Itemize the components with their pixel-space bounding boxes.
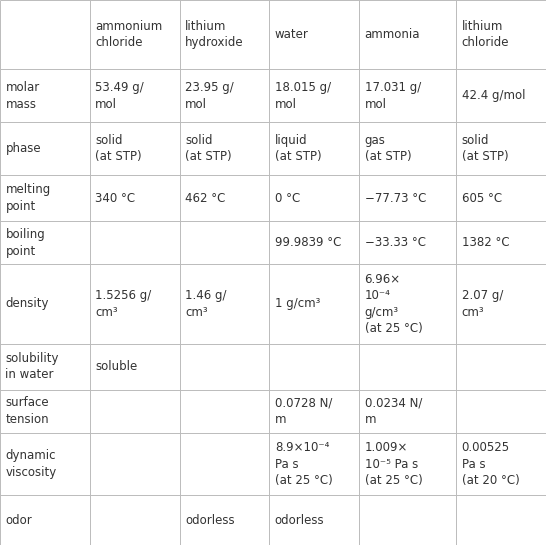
Text: odorless: odorless	[275, 514, 324, 526]
Text: boiling
point: boiling point	[5, 228, 45, 258]
Text: 340 °C: 340 °C	[95, 192, 135, 205]
Text: 42.4 g/mol: 42.4 g/mol	[462, 89, 525, 102]
Text: solid
(at STP): solid (at STP)	[462, 134, 508, 164]
Text: 1.009×
10⁻⁵ Pa s
(at 25 °C): 1.009× 10⁻⁵ Pa s (at 25 °C)	[365, 441, 423, 487]
Text: odor: odor	[5, 514, 32, 526]
Text: 53.49 g/
mol: 53.49 g/ mol	[95, 81, 144, 111]
Text: 1.5256 g/
cm³: 1.5256 g/ cm³	[95, 289, 151, 319]
Text: water: water	[275, 28, 308, 41]
Text: 1 g/cm³: 1 g/cm³	[275, 298, 320, 311]
Text: phase: phase	[5, 142, 41, 155]
Text: 0.0234 N/
m: 0.0234 N/ m	[365, 396, 422, 426]
Text: 0.00525
Pa s
(at 20 °C): 0.00525 Pa s (at 20 °C)	[462, 441, 519, 487]
Text: 23.95 g/
mol: 23.95 g/ mol	[185, 81, 234, 111]
Text: dynamic
viscosity: dynamic viscosity	[5, 449, 57, 479]
Text: 0.0728 N/
m: 0.0728 N/ m	[275, 396, 332, 426]
Text: 8.9×10⁻⁴
Pa s
(at 25 °C): 8.9×10⁻⁴ Pa s (at 25 °C)	[275, 441, 333, 487]
Text: soluble: soluble	[95, 360, 138, 373]
Text: odorless: odorless	[185, 514, 235, 526]
Text: solid
(at STP): solid (at STP)	[185, 134, 232, 164]
Text: −33.33 °C: −33.33 °C	[365, 237, 425, 249]
Text: 18.015 g/
mol: 18.015 g/ mol	[275, 81, 331, 111]
Text: gas
(at STP): gas (at STP)	[365, 134, 411, 164]
Text: ammonia: ammonia	[365, 28, 420, 41]
Text: lithium
hydroxide: lithium hydroxide	[185, 20, 244, 50]
Text: ammonium
chloride: ammonium chloride	[95, 20, 163, 50]
Text: 6.96×
10⁻⁴
g/cm³
(at 25 °C): 6.96× 10⁻⁴ g/cm³ (at 25 °C)	[365, 272, 423, 335]
Text: melting
point: melting point	[5, 184, 51, 213]
Text: −77.73 °C: −77.73 °C	[365, 192, 426, 205]
Text: lithium
chloride: lithium chloride	[462, 20, 509, 50]
Text: 2.07 g/
cm³: 2.07 g/ cm³	[462, 289, 503, 319]
Text: 1382 °C: 1382 °C	[462, 237, 509, 249]
Text: 99.9839 °C: 99.9839 °C	[275, 237, 341, 249]
Text: 605 °C: 605 °C	[462, 192, 502, 205]
Text: solubility
in water: solubility in water	[5, 352, 59, 381]
Text: 462 °C: 462 °C	[185, 192, 225, 205]
Text: 1.46 g/
cm³: 1.46 g/ cm³	[185, 289, 227, 319]
Text: 17.031 g/
mol: 17.031 g/ mol	[365, 81, 421, 111]
Text: surface
tension: surface tension	[5, 396, 49, 426]
Text: solid
(at STP): solid (at STP)	[95, 134, 142, 164]
Text: molar
mass: molar mass	[5, 81, 40, 111]
Text: 0 °C: 0 °C	[275, 192, 300, 205]
Text: density: density	[5, 298, 49, 311]
Text: liquid
(at STP): liquid (at STP)	[275, 134, 322, 164]
